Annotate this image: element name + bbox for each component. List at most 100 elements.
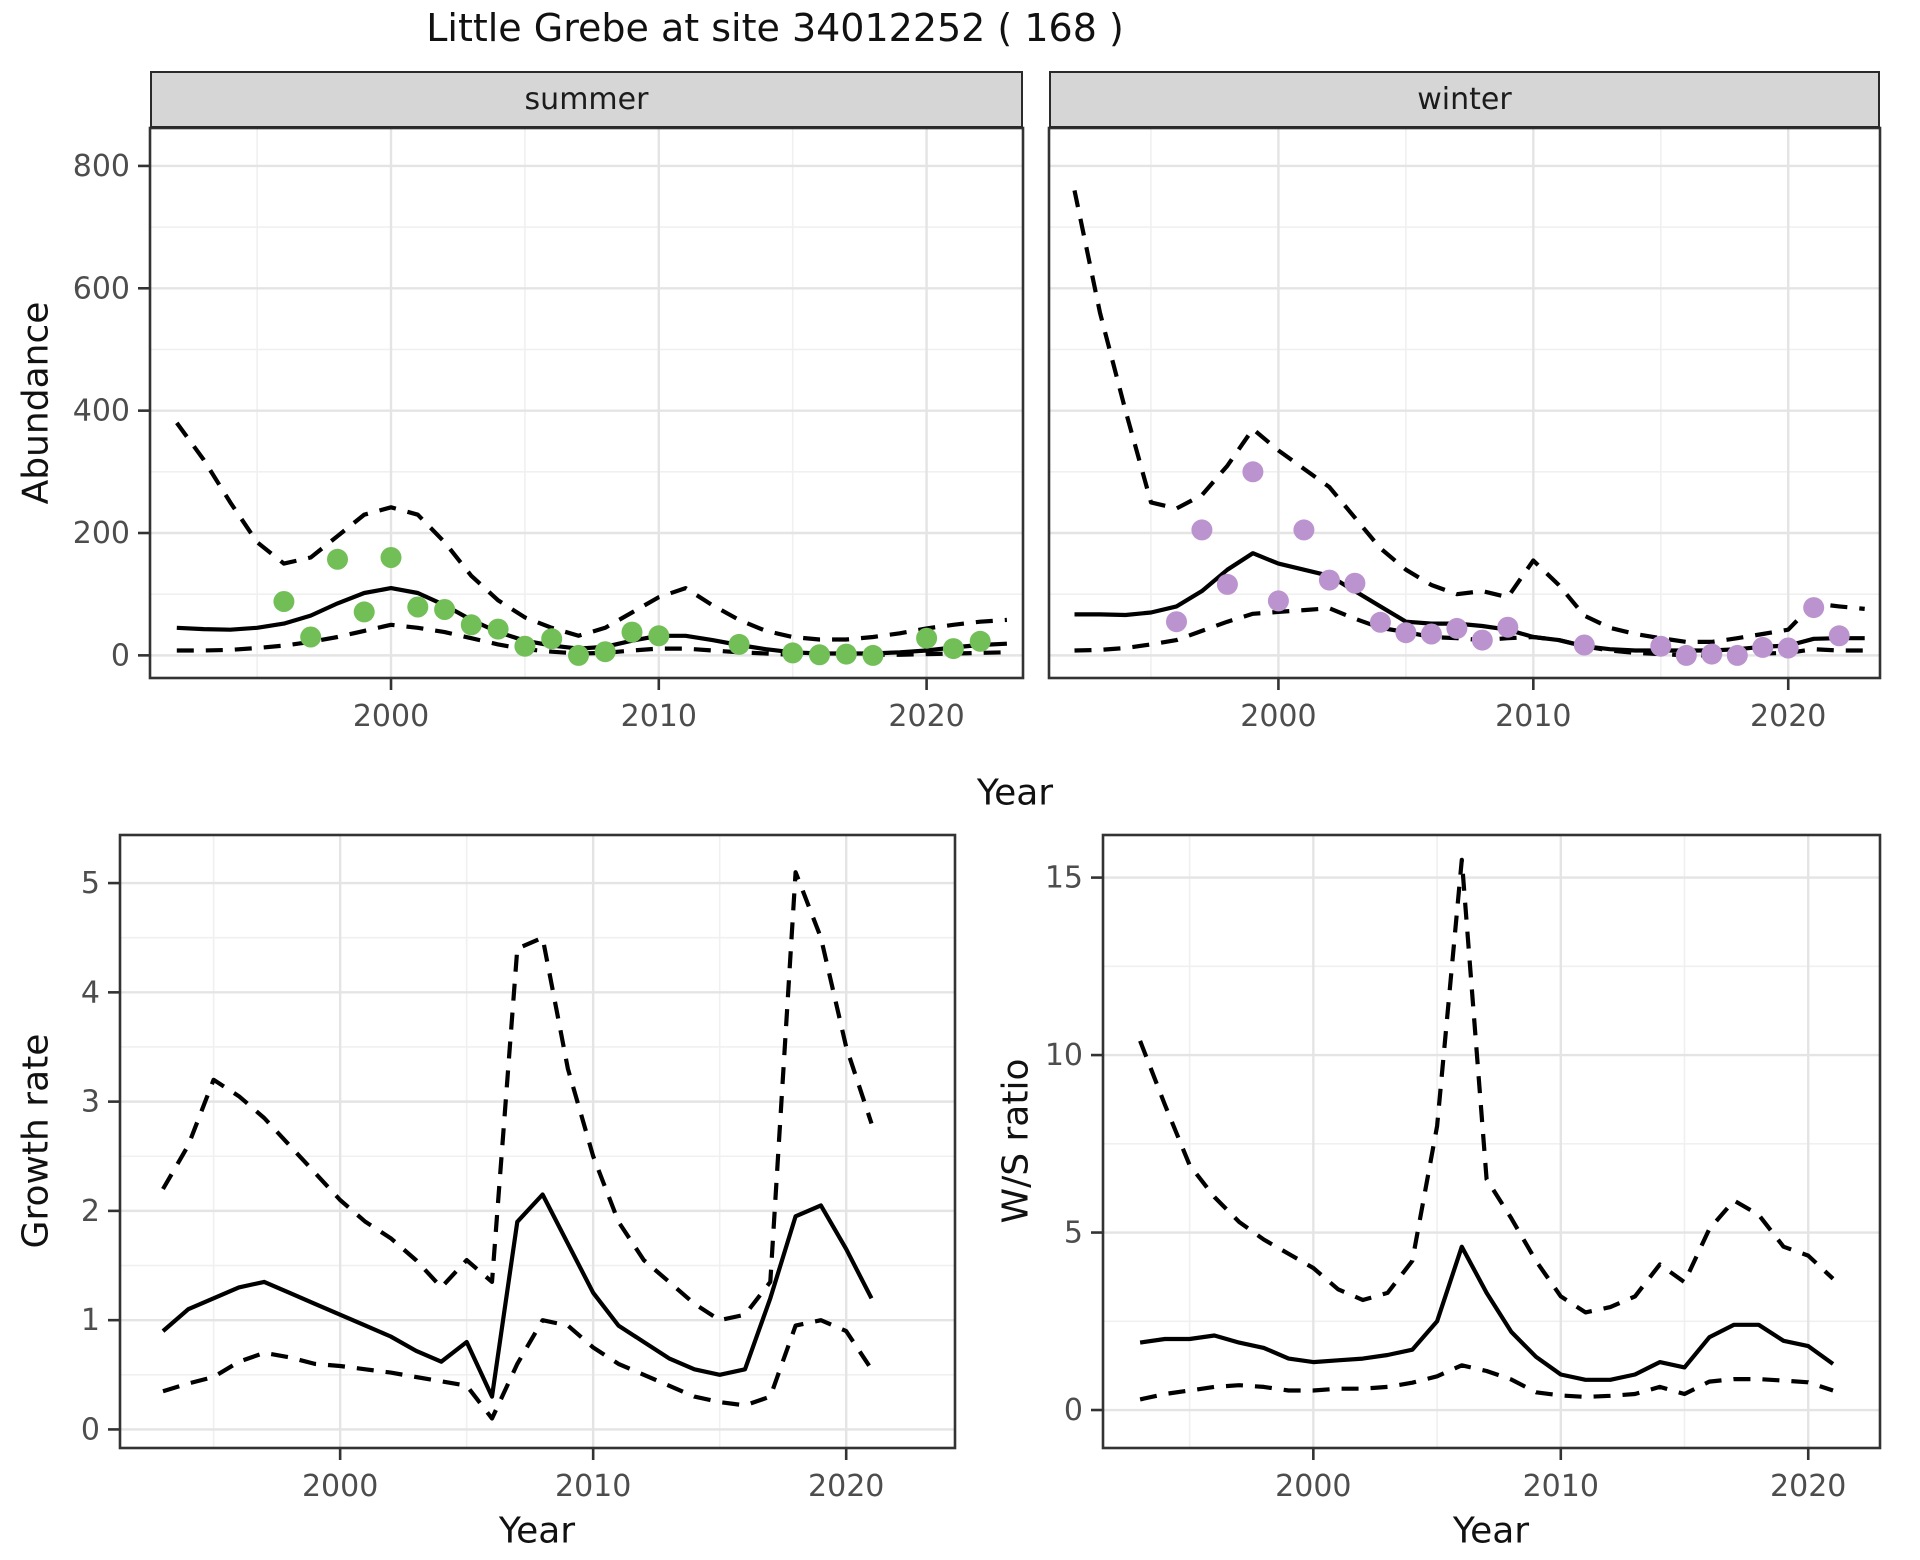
series-lower_ci [1139,1363,1834,1402]
panel-growth: 2000 2010 2020 0 1 2 3 4 5 [81,833,957,1504]
data-point-winter [1293,519,1315,541]
data-point-winter [1573,634,1595,656]
y-tick-label: 5 [81,866,100,901]
y-tick-label: 0 [1064,1393,1083,1428]
panel-ws: 2000 2010 2020 0 5 10 15 [1045,833,1882,1504]
x-tick-label: 2010 [621,699,697,734]
y-tick-label: 200 [73,516,130,551]
x-tick-label: 2010 [1495,699,1571,734]
data-point-summer [568,644,589,666]
y-tick-label: 600 [73,271,130,306]
data-point-summer [487,618,509,640]
data-point-summer [942,638,964,660]
data-point-summer [648,625,670,647]
x-tick-label: 2010 [555,1469,631,1504]
series-lower_ci [162,1318,874,1421]
data-point-winter [1650,635,1672,657]
x-tick-label: 2020 [808,1469,884,1504]
data-point-summer [809,644,830,666]
x-axis-title-year-ws: Year [1452,1510,1530,1552]
data-point-summer [835,643,857,665]
series-upper_ci [161,870,874,1323]
y-axis-title-ws-ratio: W/S ratio [995,1058,1037,1224]
y-tick-label: 10 [1045,1038,1083,1073]
data-point-winter [1497,616,1519,638]
y-tick-label: 800 [73,149,130,184]
series-upper_ci [175,421,1008,642]
panel-border [148,126,1025,680]
data-point-winter [1242,461,1264,483]
series-fit [1139,1244,1835,1382]
series-fit [161,1192,874,1399]
series-upper_ci [1138,857,1835,1315]
data-point-winter [1828,625,1850,647]
data-point-winter [1318,569,1340,591]
data-point-summer [273,591,295,612]
x-tick-label: 2020 [1770,1469,1846,1504]
x-axis-title-year-top: Year [976,772,1054,814]
data-point-winter [1166,611,1187,633]
data-point-winter [1369,611,1391,633]
x-tick-label: 2000 [302,1469,378,1504]
data-point-summer [353,601,375,623]
data-point-winter [1344,572,1366,594]
facet-strip-winter-label: winter [1417,82,1512,117]
data-point-summer [621,621,643,643]
panel-border [1047,126,1882,680]
y-tick-label: 4 [81,975,100,1010]
data-point-summer [300,626,322,648]
y-tick-label: 3 [81,1085,100,1120]
data-point-summer [728,633,750,655]
y-tick-label: 0 [111,638,130,673]
data-point-summer [407,596,429,618]
data-point-winter [1726,644,1748,666]
facet-strip-summer-label: summer [524,82,649,117]
x-tick-label: 2000 [353,699,429,734]
data-point-summer [862,644,884,666]
data-point-winter [1267,590,1289,612]
data-point-summer [514,635,536,657]
data-point-winter [1446,617,1468,639]
data-point-winter [1701,643,1723,665]
y-tick-label: 15 [1045,861,1083,896]
facet-strip-winter: winter [1049,71,1880,128]
x-tick-label: 2020 [888,699,964,734]
y-tick-label: 1 [81,1303,100,1338]
data-point-summer [460,614,482,636]
data-point-summer [916,627,938,649]
y-tick-label: 5 [1064,1216,1083,1251]
x-tick-label: 2000 [1240,699,1316,734]
y-tick-label: 2 [81,1194,100,1229]
panel-summer: 2000 2010 2020 0 200 400 600 800 [73,126,1025,734]
y-tick-label: 0 [81,1412,100,1447]
y-axis-title-growth-rate: Growth rate [15,1033,57,1249]
data-point-winter [1395,622,1417,644]
x-axis-title-year-growth: Year [498,1510,576,1552]
data-point-summer [327,548,348,570]
data-point-winter [1191,519,1213,541]
data-point-winter [1777,637,1799,659]
data-point-summer [541,628,563,650]
data-point-summer [434,599,456,620]
x-tick-label: 2000 [1275,1469,1351,1504]
data-point-winter [1803,597,1825,619]
facet-strip-summer: summer [150,71,1023,128]
data-point-summer [782,642,804,664]
data-point-summer [594,641,616,663]
data-point-winter [1752,636,1774,658]
panel-winter: 2000 2010 2020 [1047,126,1882,734]
data-point-winter [1216,573,1238,595]
data-point-summer [969,630,991,652]
x-tick-label: 2020 [1750,699,1826,734]
series-upper_ci [1072,189,1865,644]
y-axis-title-abundance: Abundance [15,301,57,505]
panel-border [1101,833,1882,1450]
data-point-winter [1471,629,1493,651]
plot-title: Little Grebe at site 34012252 ( 168 ) [426,6,1124,50]
data-point-summer [380,547,402,568]
data-point-winter [1675,644,1697,666]
y-tick-label: 400 [73,394,130,429]
data-point-winter [1420,623,1442,645]
x-tick-label: 2010 [1523,1469,1599,1504]
